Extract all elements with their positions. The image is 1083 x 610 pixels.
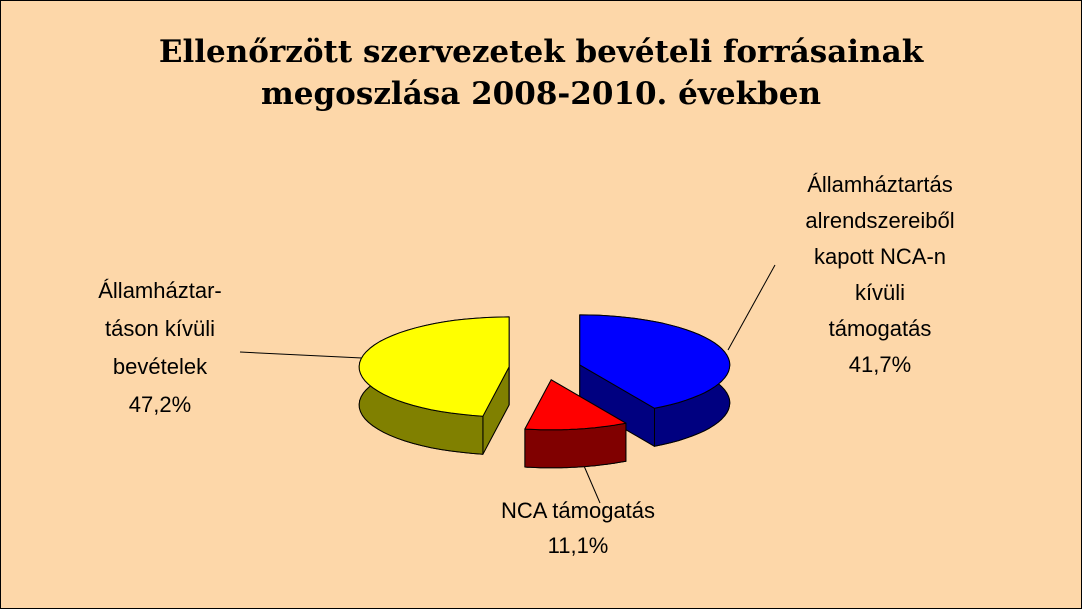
leader-line [727, 264, 776, 351]
chart-title: Ellenőrzött szervezetek bevételi forrása… [159, 34, 925, 70]
chart-title: megoszlása 2008-2010. években [261, 76, 821, 112]
value-label: 47,2% [129, 392, 191, 417]
value-label: 41,7% [849, 352, 911, 377]
leader-line [239, 351, 363, 359]
slice-label: támogatás [829, 316, 932, 341]
pie-slice [524, 379, 627, 469]
pie-slice [358, 316, 510, 455]
slice-label: NCA támogatás [501, 498, 655, 523]
slice-top [579, 314, 731, 409]
slice-top [358, 316, 510, 417]
value-label: 11,1% [548, 533, 609, 558]
slice-label: Államháztartás [807, 172, 953, 197]
slice-label: kapott NCA-n [814, 244, 946, 269]
slice-top [524, 379, 627, 431]
slice-label: kívüli [855, 280, 905, 305]
slice-label: táson kívüli [105, 316, 215, 341]
slice-label: Államháztar- [98, 278, 221, 303]
slice-label: bevételek [113, 354, 208, 379]
slice-label: alrendszereiből [805, 208, 954, 233]
